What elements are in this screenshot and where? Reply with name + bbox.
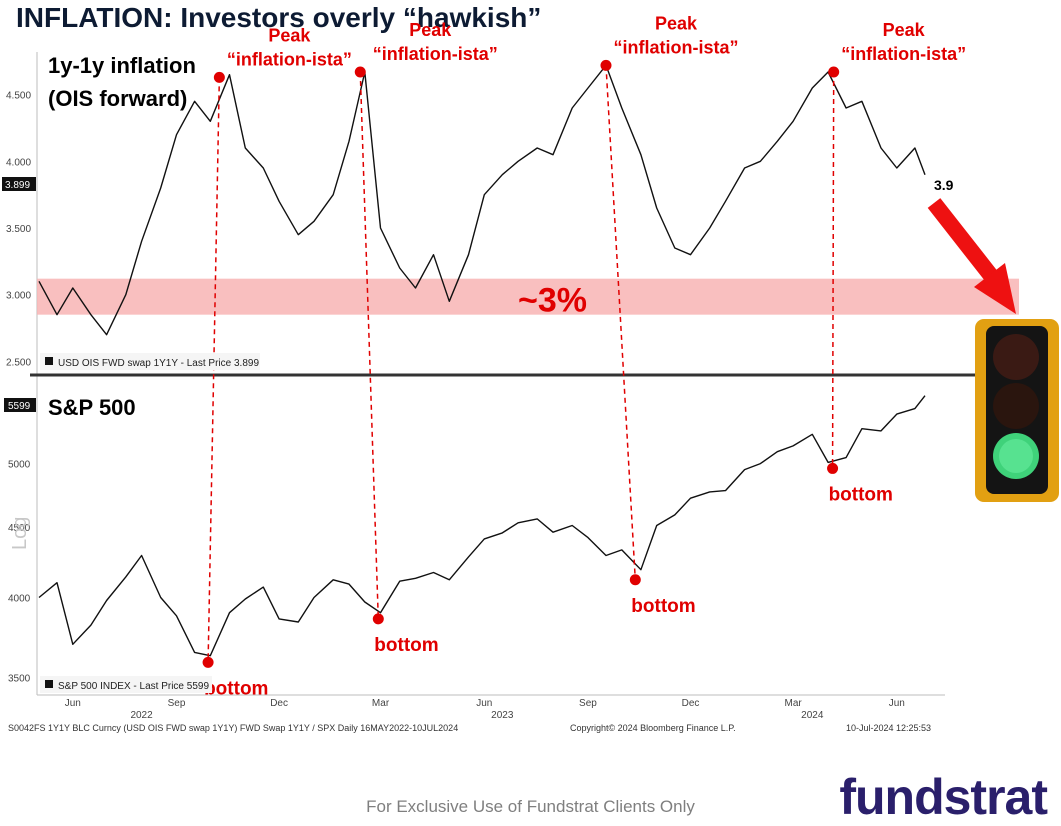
bottom-y-tick-2: 4500 xyxy=(8,523,31,534)
bloomberg-timestamp: 10-Jul-2024 12:25:53 xyxy=(846,723,931,733)
peak-marker-2 xyxy=(600,59,612,71)
slide-title: INFLATION: Investors overly “hawkish” xyxy=(16,2,542,33)
peak-label-title-2: Peak xyxy=(655,13,698,33)
marks-layer xyxy=(202,59,840,668)
peak-bottom-connector-3 xyxy=(831,71,835,469)
peak-label-sub-2: “inflation-ista” xyxy=(613,37,738,57)
red-lamp-icon xyxy=(993,334,1039,380)
peak-label-sub-1: “inflation-ista” xyxy=(373,44,498,64)
bottom-last-price-badge-text: 5599 xyxy=(8,401,31,412)
bottom-marker-2 xyxy=(629,574,641,586)
top-panel-title: 1y-1y inflation xyxy=(48,53,196,78)
x-tick-year-2: 2024 xyxy=(801,710,824,721)
amber-lamp-icon xyxy=(993,383,1039,429)
bottom-panel-title: S&P 500 xyxy=(48,395,136,420)
x-tick-year-0: 2022 xyxy=(130,710,153,721)
top-legend-box xyxy=(40,353,260,370)
peak-bottom-connector-1 xyxy=(359,71,380,619)
bottom-last-price-badge xyxy=(4,398,36,412)
inflation-line xyxy=(38,64,926,336)
bottom-y-tick-3: 4000 xyxy=(8,593,31,604)
top-last-price-badge xyxy=(2,177,36,191)
band-layer xyxy=(37,278,1019,315)
peak-label-title-1: Peak xyxy=(409,20,452,40)
footer-disclaimer: For Exclusive Use of Fundstrat Clients O… xyxy=(366,797,695,816)
x-tick-month-4: Jun xyxy=(476,698,492,709)
bottom-marker-3 xyxy=(827,462,839,474)
band-label: ~3% xyxy=(518,282,587,320)
bottom-y-tick-1: 5000 xyxy=(8,460,31,471)
bottom-label-3: bottom xyxy=(829,484,893,505)
x-tick-month-3: Mar xyxy=(372,698,390,709)
bottom-label-2: bottom xyxy=(631,596,695,617)
top-y-tick-1: 4.000 xyxy=(6,157,31,168)
peak-label-title-3: Peak xyxy=(883,20,926,40)
bottom-label-0: bottom xyxy=(204,678,268,699)
arrow-icon xyxy=(927,198,1016,314)
last-value-label: 3.9 xyxy=(934,177,954,193)
x-tick-year-1: 2023 xyxy=(491,710,514,721)
bottom-legend-text: S&P 500 INDEX - Last Price 5599 xyxy=(58,681,209,692)
peak-marker-3 xyxy=(828,66,840,78)
bottom-marker-1 xyxy=(372,613,384,625)
peak-marker-1 xyxy=(354,66,366,78)
brand-logo: fundstrat xyxy=(839,769,1048,825)
peak-label-title-0: Peak xyxy=(268,25,311,45)
traffic-light-icon xyxy=(975,319,1059,502)
x-tick-month-0: Jun xyxy=(65,698,81,709)
series-layer xyxy=(38,64,926,657)
x-tick-month-7: Mar xyxy=(784,698,802,709)
top-panel-subtitle: (OIS forward) xyxy=(48,86,187,111)
top-y-tick-4: 2.500 xyxy=(6,357,31,368)
peak-label-sub-3: “inflation-ista” xyxy=(841,44,966,64)
top-y-tick-3: 3.000 xyxy=(6,291,31,302)
top-y-tick-2: 3.500 xyxy=(6,224,31,235)
x-tick-month-8: Jun xyxy=(889,698,905,709)
x-tick-month-1: Sep xyxy=(168,698,186,709)
peak-marker-0 xyxy=(213,71,225,83)
bloomberg-copyright: Copyright© 2024 Bloomberg Finance L.P. xyxy=(570,723,736,733)
peak-label-sub-0: “inflation-ista” xyxy=(227,49,352,69)
top-last-price-badge-text: 3.899 xyxy=(5,180,30,191)
peak-bottom-connector-2 xyxy=(605,65,637,580)
top-legend-text: USD OIS FWD swap 1Y1Y - Last Price 3.899 xyxy=(58,358,259,369)
sp500-line xyxy=(38,395,926,657)
text-layer: ~3%4.5004.0003.5003.0002.500550050004500… xyxy=(6,13,966,721)
bottom-marker-0 xyxy=(202,656,214,668)
bloomberg-description: S0042FS 1Y1Y BLC Curncy (USD OIS FWD swa… xyxy=(8,723,458,733)
bottom-label-1: bottom xyxy=(374,635,438,656)
log-axis-label: Log xyxy=(9,517,31,550)
x-tick-month-2: Dec xyxy=(270,698,288,709)
bottom-legend-box xyxy=(40,676,212,693)
x-tick-month-6: Dec xyxy=(682,698,700,709)
three-percent-band xyxy=(37,278,1019,315)
x-tick-month-5: Sep xyxy=(579,698,597,709)
bottom-y-tick-4: 3500 xyxy=(8,674,31,685)
bottom-legend-swatch xyxy=(45,680,53,688)
top-y-tick-0: 4.500 xyxy=(6,91,31,102)
top-legend-swatch xyxy=(45,357,53,365)
